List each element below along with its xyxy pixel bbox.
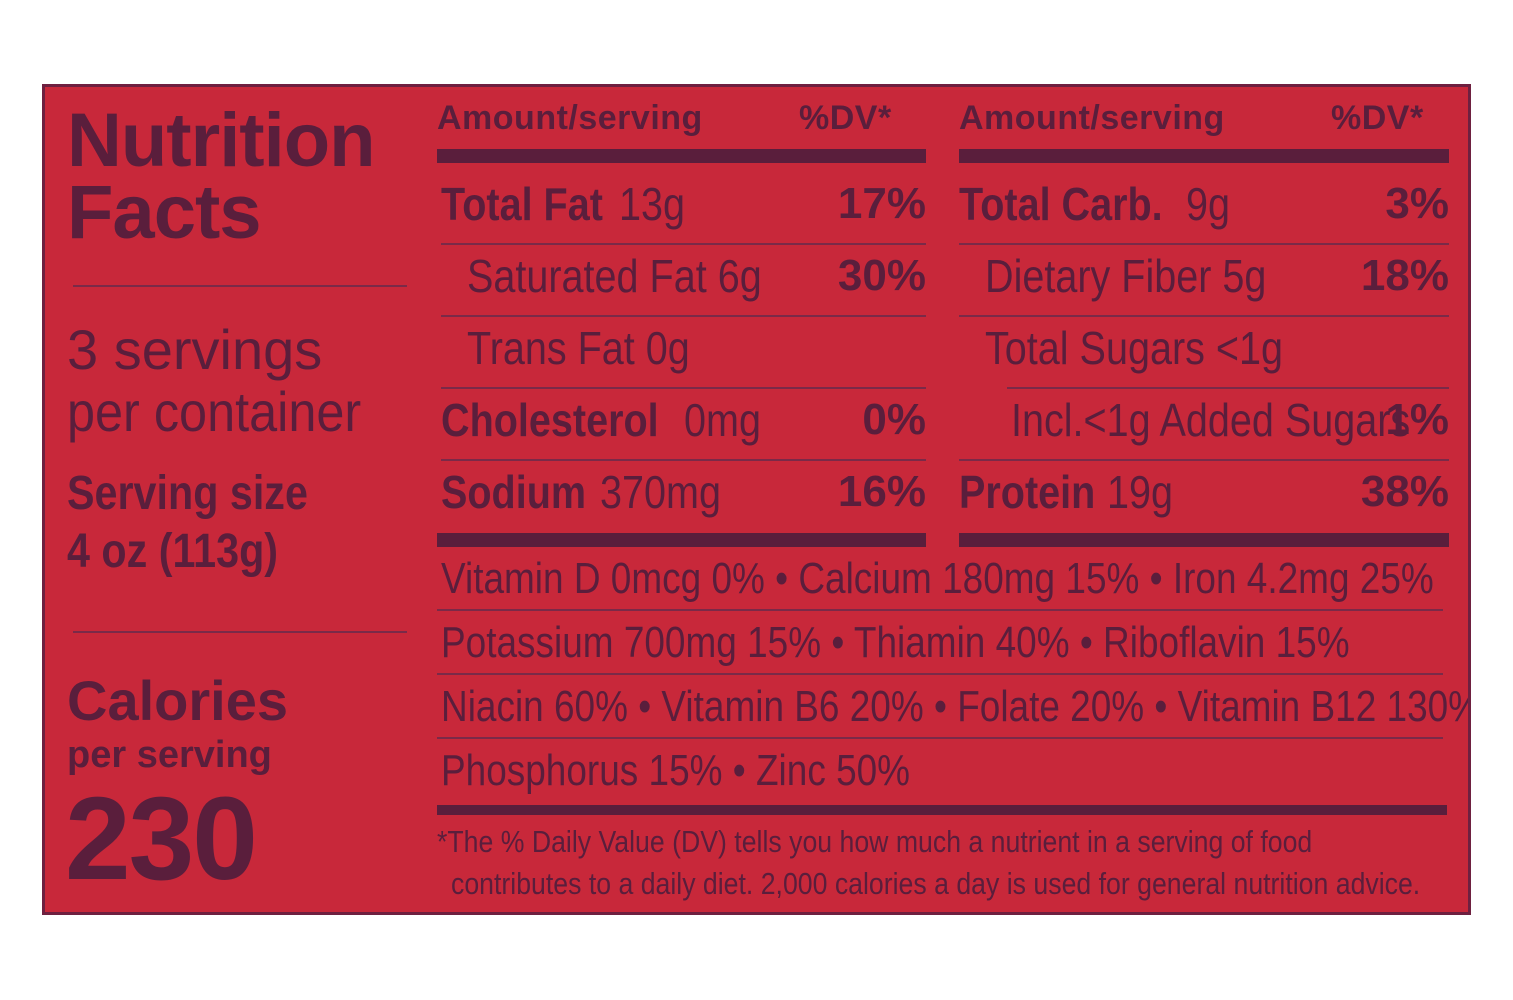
footnote-text-2: contributes to a daily diet. 2,000 calor… xyxy=(451,866,1421,901)
right-row: Dietary Fiber 5g 18% xyxy=(985,249,1449,303)
servings-per-container: 3 servings per container xyxy=(67,319,394,443)
right-row: Incl.<1g Added Sugars 1% xyxy=(1011,393,1449,447)
left-nutrient-name: Total Fat xyxy=(441,178,603,230)
vitamin-divider xyxy=(437,609,1443,611)
footnote-line-2: contributes to a daily diet. 2,000 calor… xyxy=(451,863,1468,905)
right-nutrient-name: Incl.<1g Added Sugars xyxy=(1011,394,1411,446)
right-header-bar xyxy=(959,149,1449,163)
title-line-2: Facts xyxy=(67,170,262,255)
left-bottom-bar xyxy=(437,533,926,547)
right-nutrient-dv: 1% xyxy=(1385,395,1449,444)
vitamin-line: Phosphorus 15% • Zinc 50% xyxy=(441,739,1441,803)
left-nutrient-dv: 30% xyxy=(837,251,926,300)
left-nutrient-dv: 16% xyxy=(837,467,926,516)
right-row: Total Sugars <1g xyxy=(985,321,1449,375)
vitamin-text: Niacin 60% • Vitamin B6 20% • Folate 20%… xyxy=(441,682,1471,731)
footnote-bar xyxy=(437,805,1447,815)
vitamin-line: Potassium 700mg 15% • Thiamin 40% • Ribo… xyxy=(441,611,1441,675)
left-nutrient-name: Sodium xyxy=(441,466,587,518)
divider xyxy=(73,285,407,287)
row-divider xyxy=(959,315,1449,317)
left-row: Total Fat 13g 17% xyxy=(441,177,926,231)
right-nutrient-name: Total Carb. xyxy=(959,178,1163,230)
left-nutrient-amount: 13g xyxy=(619,178,686,230)
serving-size: Serving size 4 oz (113g) xyxy=(67,465,347,581)
row-divider xyxy=(441,387,926,389)
serving-size-label: Serving size xyxy=(67,467,308,520)
left-nutrient-name: Trans Fat 0g xyxy=(467,322,690,374)
right-bottom-bar xyxy=(959,533,1449,547)
servings-line-2: per container xyxy=(67,380,362,443)
serving-size-value: 4 oz (113g) xyxy=(67,525,279,578)
right-nutrient-column: Total Carb. 9g 3% Dietary Fiber 5g 18% Total … xyxy=(959,175,1449,545)
right-header-amount: Amount/serving xyxy=(959,99,1225,137)
vitamin-divider xyxy=(437,737,1443,739)
vitamin-divider xyxy=(437,673,1443,675)
left-nutrient-amount: 370mg xyxy=(599,466,721,518)
row-divider xyxy=(959,243,1449,245)
right-nutrient-amount: 9g xyxy=(1185,178,1230,230)
right-row: Protein 19g 38% xyxy=(959,465,1449,519)
row-divider xyxy=(441,459,926,461)
left-row: Sodium 370mg 16% xyxy=(441,465,926,519)
footnote-line-1: *The % Daily Value (DV) tells you how mu… xyxy=(437,821,1455,863)
right-nutrient-name: Total Sugars <1g xyxy=(985,322,1284,374)
right-row: Total Carb. 9g 3% xyxy=(959,177,1449,231)
vitamin-line: Niacin 60% • Vitamin B6 20% • Folate 20%… xyxy=(441,675,1468,739)
left-row: Cholesterol 0mg 0% xyxy=(441,393,926,447)
row-divider xyxy=(959,459,1449,461)
left-nutrient-amount: 0mg xyxy=(684,394,762,446)
right-nutrient-amount: 19g xyxy=(1107,466,1174,518)
divider xyxy=(73,631,407,633)
left-row: Saturated Fat 6g 30% xyxy=(467,249,926,303)
title-line-1: Nutrition xyxy=(67,98,376,183)
left-header-dv: %DV* xyxy=(799,99,892,137)
vitamin-text: Vitamin D 0mcg 0% • Calcium 180mg 15% • … xyxy=(441,554,1434,603)
calories-label: Calories xyxy=(67,669,288,732)
left-header-bar xyxy=(437,149,926,163)
right-header-dv: %DV* xyxy=(1331,99,1424,137)
left-row: Trans Fat 0g xyxy=(467,321,926,375)
row-divider xyxy=(441,243,926,245)
left-header-amount: Amount/serving xyxy=(437,99,703,137)
left-nutrient-dv: 0% xyxy=(862,395,926,444)
row-divider xyxy=(441,315,926,317)
calories-per-serving: per serving xyxy=(67,734,272,776)
title: Nutrition Facts xyxy=(67,98,376,255)
servings-line-1: 3 servings xyxy=(67,318,323,381)
right-nutrient-dv: 3% xyxy=(1385,179,1449,228)
vitamin-text: Potassium 700mg 15% • Thiamin 40% • Ribo… xyxy=(441,618,1350,667)
left-nutrient-name: Saturated Fat 6g xyxy=(467,250,762,302)
vitamin-text: Phosphorus 15% • Zinc 50% xyxy=(441,746,911,795)
footnote-text-1: *The % Daily Value (DV) tells you how mu… xyxy=(437,824,1313,859)
left-nutrient-dv: 17% xyxy=(837,179,926,228)
right-nutrient-name: Protein xyxy=(959,466,1096,518)
right-nutrient-dv: 38% xyxy=(1360,467,1449,516)
row-divider xyxy=(1007,387,1449,389)
right-nutrient-dv: 18% xyxy=(1360,251,1449,300)
calories-value: 230 xyxy=(65,773,258,905)
right-nutrient-name: Dietary Fiber 5g xyxy=(985,250,1267,302)
vitamin-line: Vitamin D 0mcg 0% • Calcium 180mg 15% • … xyxy=(441,547,1441,611)
nutrition-facts-label: Nutrition Facts 3 servings per container… xyxy=(42,84,1471,915)
left-nutrient-column: Total Fat 13g 17% Saturated Fat 6g 30% Trans … xyxy=(441,175,926,545)
left-nutrient-name: Cholesterol xyxy=(441,394,659,446)
